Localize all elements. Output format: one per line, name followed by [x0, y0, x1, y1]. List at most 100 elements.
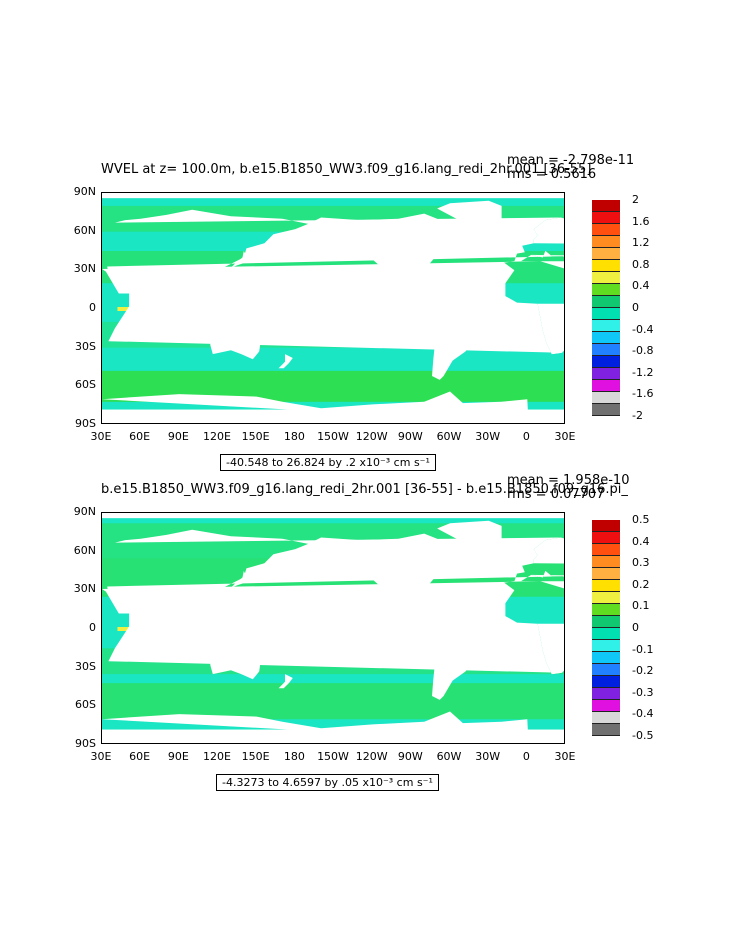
land-uk — [518, 553, 525, 565]
y-tick-label: 90N — [73, 505, 96, 518]
land-sumatra — [185, 622, 200, 637]
y-tick-label: 60N — [73, 543, 96, 557]
colorbar-label: -0.3 — [632, 685, 654, 699]
rms-label: rms = 0.5616 — [507, 167, 597, 182]
land-borneo — [203, 301, 217, 315]
x-tick-label: 60W — [436, 430, 462, 443]
colorbar-label: -0.4 — [632, 322, 654, 336]
ocean-field — [102, 513, 564, 743]
colorbar-swatch — [592, 380, 620, 392]
land-japan — [230, 571, 247, 588]
colorbar-label: 0.4 — [632, 279, 650, 293]
colorbar-swatch — [592, 604, 620, 616]
colorbar-swatch — [592, 236, 620, 248]
x-tick-label: 90W — [397, 430, 423, 443]
land-borneo — [203, 621, 217, 635]
land-namerica — [308, 533, 457, 619]
colorbar-swatch — [592, 676, 620, 688]
y-tick-label: 30N — [73, 262, 96, 276]
colorbar-swatch — [592, 308, 620, 320]
colorbar-label: 1.2 — [632, 236, 650, 250]
land-madagascar — [120, 324, 128, 342]
x-tick-label: 30E — [554, 750, 576, 763]
colorbar-label: -0.1 — [632, 642, 654, 656]
map-panel-bottom: mean = 1.958e-10 rms = 0.07707 b.e15.B18… — [0, 470, 733, 791]
colorbar-swatch — [592, 200, 620, 212]
land-australia — [210, 323, 261, 360]
map-panel-top: mean = -2.798e-11 rms = 0.5616 WVEL at z… — [0, 150, 733, 471]
colorbar — [592, 200, 620, 416]
land-newzealand — [278, 354, 293, 369]
land-antarctica — [102, 711, 529, 743]
colorbar-swatch — [592, 688, 620, 700]
land-antarctica — [102, 391, 529, 423]
x-tick-label: 120E — [203, 430, 231, 443]
panel-title: b.e15.B1850_WW3.f09_g16.lang_redi_2hr.00… — [101, 482, 628, 497]
x-tick-label: 30E — [554, 430, 576, 443]
x-tick-label: 60E — [129, 750, 151, 763]
colorbar-swatch — [592, 404, 620, 416]
map-plot-area — [101, 192, 565, 424]
x-tick-label: 150W — [317, 430, 349, 443]
colorbar-label: 0 — [632, 621, 639, 634]
x-tick-label: 90E — [167, 750, 189, 763]
x-tick-label: 150E — [241, 750, 270, 763]
colorbar-swatch — [592, 224, 620, 236]
colorbar-label: -0.2 — [632, 664, 654, 678]
land-greenland — [437, 200, 502, 232]
rms-label: rms = 0.07707 — [507, 487, 605, 502]
colorbar-swatch — [592, 568, 620, 580]
colorbar-label: 0.5 — [632, 513, 650, 526]
colorbar-swatch — [592, 368, 620, 380]
colorbar-label: -0.4 — [632, 707, 654, 721]
mean-label: mean = 1.958e-10 — [507, 473, 630, 488]
colorbar-swatch — [592, 344, 620, 356]
colorbar-swatch — [592, 272, 620, 284]
land-newguinea — [232, 310, 257, 322]
x-tick-label: 150E — [241, 430, 270, 443]
colorbar-label: -0.8 — [632, 344, 654, 358]
y-tick-label: 90N — [73, 185, 96, 198]
colorbar-label: 0.2 — [632, 577, 650, 591]
land-madagascar — [120, 644, 128, 662]
colorbar-swatch — [592, 652, 620, 664]
land-greenland — [437, 520, 502, 552]
land-namerica — [308, 213, 457, 299]
colorbar-swatch — [592, 248, 620, 260]
colorbar-label: 0.3 — [632, 556, 650, 570]
colorbar-swatch — [592, 664, 620, 676]
colorbar-swatch — [592, 332, 620, 344]
colorbar-label: 0.1 — [632, 599, 650, 613]
x-tick-label: 90E — [167, 430, 189, 443]
y-tick-label: 60N — [73, 223, 96, 237]
colorbar-swatch — [592, 616, 620, 628]
x-tick-label: 120E — [203, 750, 231, 763]
y-tick-label: 30S — [75, 339, 96, 353]
ocean-field — [102, 193, 564, 423]
x-tick-label: 150W — [317, 750, 349, 763]
colorbar-swatch — [592, 700, 620, 712]
x-tick-label: 60W — [436, 750, 462, 763]
land-samerica — [425, 293, 483, 380]
x-tick-label: 30E — [90, 750, 112, 763]
colorbar-swatch — [592, 212, 620, 224]
y-tick-label: 0 — [89, 301, 96, 314]
colorbar-swatch — [592, 628, 620, 640]
colorbar-label: -1.2 — [632, 365, 654, 379]
land-uk — [518, 233, 525, 245]
y-tick-label: 60S — [75, 378, 96, 392]
colorbar-swatch — [592, 556, 620, 568]
x-tick-label: 30E — [90, 430, 112, 443]
land-japan — [230, 251, 247, 268]
colorbar — [592, 520, 620, 736]
y-tick-label: 90S — [75, 737, 96, 750]
colorbar-label: 1.6 — [632, 214, 650, 228]
colorbar-swatch — [592, 712, 620, 724]
contour-range-box: -40.548 to 26.824 by .2 x10⁻³ cm s⁻¹ — [220, 454, 436, 471]
land-newzealand — [278, 674, 293, 689]
colorbar-swatch — [592, 592, 620, 604]
y-tick-label: 30S — [75, 659, 96, 673]
colorbar-swatch — [592, 260, 620, 272]
y-tick-label: 90S — [75, 417, 96, 430]
colorbar-label: 0 — [632, 301, 639, 314]
